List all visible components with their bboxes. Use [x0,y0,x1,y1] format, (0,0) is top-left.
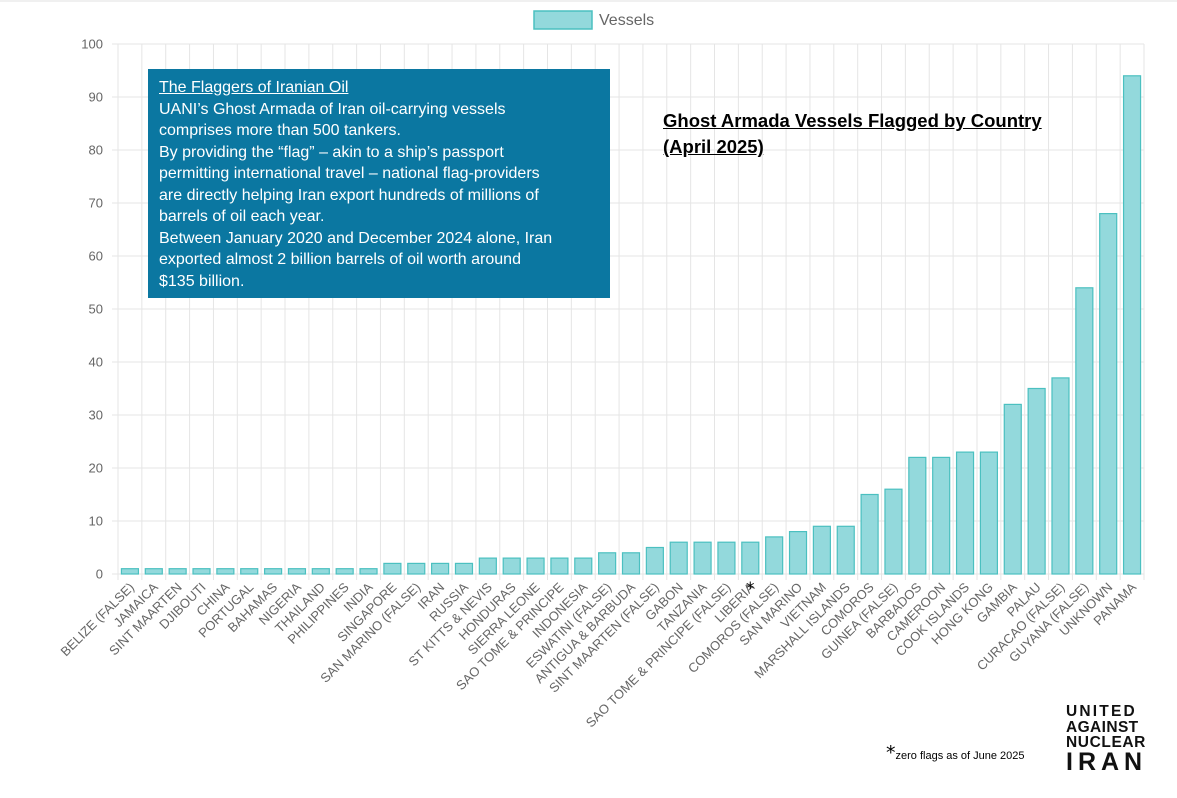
legend-swatch [533,10,593,30]
bar[interactable] [168,568,187,575]
bar[interactable] [693,541,712,575]
bar[interactable] [979,451,999,575]
bar[interactable] [645,546,664,575]
bar[interactable] [812,525,831,575]
info-line: barrels of oil each year. [159,208,325,225]
bar[interactable] [669,541,688,575]
bar[interactable] [287,568,307,575]
y-tick-label: 60 [89,249,103,264]
bar[interactable] [263,568,283,575]
y-tick-label: 20 [89,461,103,476]
info-line: UANI’s Ghost Armada of Iran oil-carrying… [159,100,506,118]
info-line: exported almost 2 billion barrels of oil… [159,251,521,268]
y-tick-label: 100 [81,37,103,52]
liberia-footnote-marker: * [746,579,755,599]
chart-legend[interactable]: Vessels [533,10,654,30]
uani-logo: UNITED AGAINST NUCLEAR IRAN [1066,703,1148,776]
bar[interactable] [502,557,521,575]
bar[interactable] [955,451,975,575]
y-tick-label: 70 [89,196,103,211]
bar[interactable] [598,552,617,575]
bar[interactable] [908,456,927,575]
y-tick-label: 30 [89,408,103,423]
bar[interactable] [526,557,545,575]
bar[interactable] [359,568,378,575]
bars [120,75,1142,575]
bar[interactable] [884,488,903,575]
bar[interactable] [1075,287,1094,575]
bar[interactable] [1027,387,1046,575]
bar[interactable] [120,568,140,575]
bar[interactable] [836,525,855,575]
info-heading: The Flaggers of Iranian Oil [159,79,349,96]
bar[interactable] [192,568,211,575]
y-tick-label: 50 [89,302,103,317]
bar[interactable] [741,541,760,575]
info-box: The Flaggers of Iranian Oil UANI’s Ghost… [148,69,610,298]
bar[interactable] [550,557,569,575]
bar[interactable] [1003,403,1022,575]
bar[interactable] [216,568,235,575]
bar[interactable] [932,456,951,575]
bar[interactable] [1099,213,1118,575]
info-line: are directly helping Iran export hundred… [159,186,539,204]
bar[interactable] [860,493,879,575]
chart-title-line-2: (April 2025) [663,136,764,157]
logo-line-3: NUCLEAR [1066,734,1146,751]
y-tick-label: 0 [96,567,103,582]
info-line: By providing the “flag” – akin to a ship… [159,143,504,161]
logo-line-4: IRAN [1066,747,1148,776]
y-tick-label: 10 [89,514,103,529]
bar[interactable] [454,562,474,575]
bar[interactable] [335,568,354,575]
bar[interactable] [1051,377,1070,575]
y-axis-tick-labels: 0 10 20 30 40 50 60 70 80 90 100 [81,37,103,582]
bar[interactable] [621,552,641,575]
footnote-marker: * [886,742,896,764]
logo-line-2: AGAINST [1066,718,1139,736]
info-line: Between January 2020 and December 2024 a… [159,229,553,247]
bar[interactable] [1122,75,1142,575]
chart-title: Ghost Armada Vessels Flagged by Country … [663,108,1103,160]
bar[interactable] [717,541,736,575]
footnote-text: zero flags as of June 2025 [895,750,1025,762]
legend-label: Vessels [599,12,654,29]
bar[interactable] [765,536,784,575]
info-line: $135 billion. [159,272,245,290]
bar[interactable] [788,530,808,575]
chart-title-line-1: Ghost Armada Vessels Flagged by Country [663,110,1042,131]
bar[interactable] [574,557,593,575]
bar[interactable] [478,557,497,575]
bar[interactable] [144,568,163,575]
bar[interactable] [383,562,402,575]
bar[interactable] [240,568,259,575]
logo-line-1: UNITED [1066,703,1137,720]
bar[interactable] [431,562,450,575]
bar[interactable] [311,568,330,575]
bar[interactable] [407,562,426,575]
y-tick-label: 40 [89,355,103,370]
info-line: permitting international travel – nation… [159,165,540,182]
info-line: comprises more than 500 tankers. [159,122,401,139]
y-tick-label: 90 [89,90,103,105]
y-tick-label: 80 [89,143,103,158]
footnote: *zero flags as of June 2025 [886,742,1025,764]
